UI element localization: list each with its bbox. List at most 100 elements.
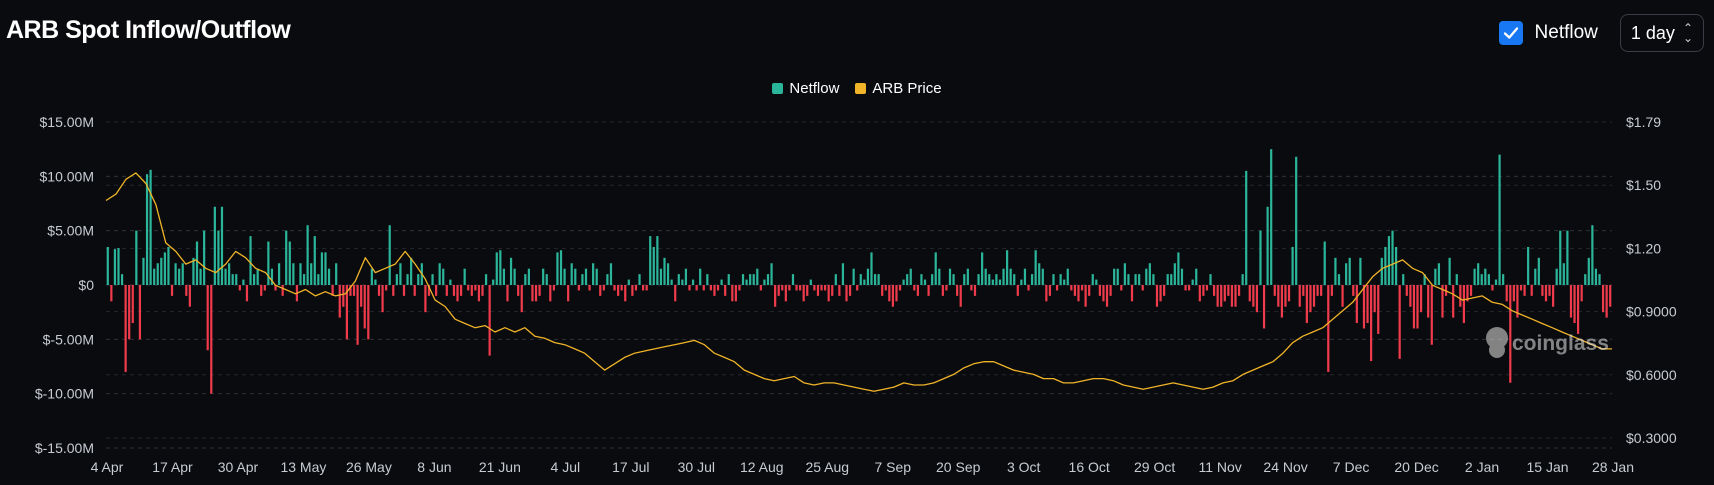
netflow-bar bbox=[670, 279, 673, 285]
netflow-bar bbox=[1555, 268, 1558, 285]
chevron-up-down-icon: ⌃ ⌄ bbox=[1682, 21, 1693, 45]
netflow-bar bbox=[1295, 156, 1298, 285]
netflow-bar bbox=[813, 285, 816, 291]
netflow-bar bbox=[802, 285, 805, 302]
netflow-checkbox[interactable] bbox=[1498, 21, 1523, 45]
y-right-tick-label: $1.79 bbox=[1626, 114, 1661, 130]
netflow-bar bbox=[431, 274, 434, 285]
netflow-bar bbox=[452, 285, 456, 296]
y-left-tick-label: $10.00M bbox=[40, 168, 94, 184]
netflow-bar bbox=[556, 252, 559, 285]
x-tick-label: 30 Apr bbox=[218, 459, 259, 475]
netflow-bar bbox=[131, 285, 134, 324]
netflow-bar bbox=[1323, 241, 1326, 285]
netflow-bar bbox=[1473, 268, 1476, 285]
netflow-bar bbox=[581, 274, 584, 285]
netflow-bar bbox=[984, 268, 987, 285]
netflow-bar bbox=[138, 285, 142, 340]
netflow-bar bbox=[1123, 263, 1126, 285]
netflow-bar bbox=[335, 263, 338, 285]
netflow-bar bbox=[1334, 257, 1337, 285]
netflow-bar bbox=[1398, 285, 1401, 359]
netflow-bar bbox=[1530, 285, 1533, 296]
netflow-bar bbox=[1562, 263, 1565, 285]
netflow-bar bbox=[884, 285, 887, 291]
x-tick-label: 24 Nov bbox=[1263, 459, 1307, 475]
netflow-checkbox-label[interactable]: Netflow bbox=[1534, 22, 1598, 43]
netflow-bar bbox=[495, 252, 498, 285]
netflow-bar bbox=[691, 279, 695, 285]
netflow-bar bbox=[1366, 285, 1369, 324]
netflow-bar bbox=[1177, 252, 1180, 285]
netflow-bar bbox=[459, 285, 463, 296]
netflow-bar bbox=[1091, 274, 1094, 285]
check-icon bbox=[1503, 27, 1518, 39]
netflow-bar bbox=[531, 285, 534, 302]
netflow-bar bbox=[1191, 279, 1194, 285]
netflow-bar bbox=[1255, 285, 1259, 313]
netflow-bar bbox=[195, 241, 199, 285]
netflow-bar bbox=[952, 274, 955, 285]
netflow-bar bbox=[927, 285, 930, 296]
netflow-bar bbox=[374, 279, 377, 285]
netflow-bar bbox=[1073, 285, 1077, 296]
netflow-bar bbox=[145, 174, 149, 285]
netflow-bar bbox=[1270, 149, 1273, 285]
netflow-bar bbox=[1330, 285, 1333, 296]
netflow-bar bbox=[659, 268, 663, 285]
netflow-bar bbox=[877, 274, 880, 285]
netflow-bar bbox=[1227, 285, 1230, 296]
netflow-bar bbox=[474, 285, 477, 291]
netflow-bar bbox=[1459, 285, 1462, 307]
netflow-bar bbox=[156, 263, 159, 285]
netflow-bar bbox=[509, 257, 513, 285]
legend-label-netflow: Netflow bbox=[789, 80, 840, 97]
netflow-bar bbox=[1002, 268, 1005, 285]
netflow-bar bbox=[1045, 285, 1048, 302]
netflow-bar bbox=[959, 285, 962, 307]
chart-legend: Netflow ARB Price bbox=[0, 80, 1714, 97]
netflow-bar bbox=[1576, 285, 1580, 334]
legend-item-price[interactable]: ARB Price bbox=[855, 80, 942, 97]
netflow-bar bbox=[345, 285, 348, 340]
netflow-bar bbox=[906, 274, 909, 285]
netflow-bar bbox=[1566, 230, 1569, 285]
netflow-bar bbox=[1048, 285, 1052, 296]
netflow-bar bbox=[317, 274, 320, 285]
netflow-bar bbox=[513, 268, 516, 285]
legend-item-netflow[interactable]: Netflow bbox=[772, 80, 839, 97]
netflow-bar bbox=[1591, 225, 1594, 285]
netflow-bar bbox=[477, 285, 481, 302]
netflow-bar bbox=[1159, 285, 1162, 302]
netflow-bar bbox=[1544, 285, 1548, 302]
netflow-bar bbox=[1494, 279, 1498, 285]
netflow-bar bbox=[1259, 230, 1262, 285]
netflow-bar bbox=[638, 274, 641, 285]
netflow-bar bbox=[299, 263, 302, 285]
netflow-bar bbox=[1020, 279, 1023, 285]
netflow-bar bbox=[1220, 285, 1223, 307]
netflow-bar bbox=[606, 274, 609, 285]
netflow-bar bbox=[149, 169, 152, 285]
netflow-bar bbox=[534, 285, 538, 302]
netflow-bar bbox=[1109, 285, 1112, 296]
netflow-bar bbox=[206, 285, 209, 351]
x-tick-label: 15 Jan bbox=[1526, 459, 1568, 475]
netflow-bar bbox=[1180, 268, 1184, 285]
netflow-bar bbox=[110, 285, 113, 302]
netflow-bar bbox=[1016, 285, 1019, 296]
netflow-bar bbox=[1202, 285, 1205, 296]
netflow-bar bbox=[367, 285, 370, 340]
netflow-bar bbox=[909, 268, 912, 285]
netflow-bar bbox=[217, 230, 220, 285]
netflow-bar bbox=[577, 285, 580, 291]
netflow-bar bbox=[1416, 285, 1419, 329]
netflow-bar bbox=[1601, 285, 1605, 313]
netflow-bar bbox=[756, 268, 759, 285]
netflow-bar bbox=[224, 268, 227, 285]
netflow-bar bbox=[128, 285, 131, 340]
interval-select[interactable]: 1 day ⌃ ⌄ bbox=[1619, 14, 1704, 52]
netflow-bar bbox=[185, 285, 188, 296]
netflow-bar bbox=[181, 263, 184, 285]
netflow-bar bbox=[1248, 285, 1251, 302]
